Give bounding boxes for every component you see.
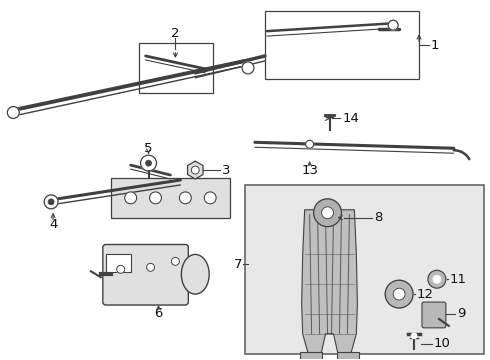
Circle shape <box>179 192 191 204</box>
Circle shape <box>321 207 334 219</box>
Circle shape <box>172 257 179 265</box>
Circle shape <box>314 199 342 227</box>
Text: 9: 9 <box>457 307 465 320</box>
Bar <box>265 11 419 79</box>
Circle shape <box>44 195 58 209</box>
Circle shape <box>7 107 19 118</box>
Bar <box>106 255 131 272</box>
Polygon shape <box>338 352 359 360</box>
Text: 2: 2 <box>171 27 180 40</box>
Circle shape <box>117 265 124 273</box>
Polygon shape <box>300 352 321 360</box>
Circle shape <box>124 192 137 204</box>
Text: 11: 11 <box>450 273 467 286</box>
Text: 4: 4 <box>49 218 57 231</box>
Circle shape <box>385 280 413 308</box>
Bar <box>139 43 213 93</box>
Circle shape <box>204 192 216 204</box>
Circle shape <box>306 140 314 148</box>
Circle shape <box>149 192 162 204</box>
FancyBboxPatch shape <box>422 302 446 328</box>
Text: 6: 6 <box>154 307 163 320</box>
FancyBboxPatch shape <box>103 244 188 305</box>
Bar <box>111 178 230 218</box>
Circle shape <box>433 275 441 283</box>
Circle shape <box>393 288 405 300</box>
Text: 10: 10 <box>434 337 451 350</box>
Circle shape <box>242 62 254 74</box>
Circle shape <box>191 166 199 174</box>
Circle shape <box>141 155 156 171</box>
Circle shape <box>428 270 446 288</box>
Ellipse shape <box>181 255 209 294</box>
Text: 5: 5 <box>144 142 153 155</box>
Text: 14: 14 <box>343 112 359 125</box>
Text: 12: 12 <box>417 288 434 301</box>
Text: 8: 8 <box>374 211 383 224</box>
Text: 3: 3 <box>222 163 231 176</box>
Polygon shape <box>188 161 203 179</box>
Text: 7: 7 <box>234 258 242 271</box>
Circle shape <box>146 160 151 166</box>
Circle shape <box>411 333 417 339</box>
Polygon shape <box>302 210 357 359</box>
Circle shape <box>147 264 154 271</box>
Circle shape <box>48 199 54 205</box>
Circle shape <box>388 20 398 30</box>
Bar <box>245 185 484 354</box>
Text: 1: 1 <box>431 39 440 51</box>
Text: 13: 13 <box>301 163 318 176</box>
